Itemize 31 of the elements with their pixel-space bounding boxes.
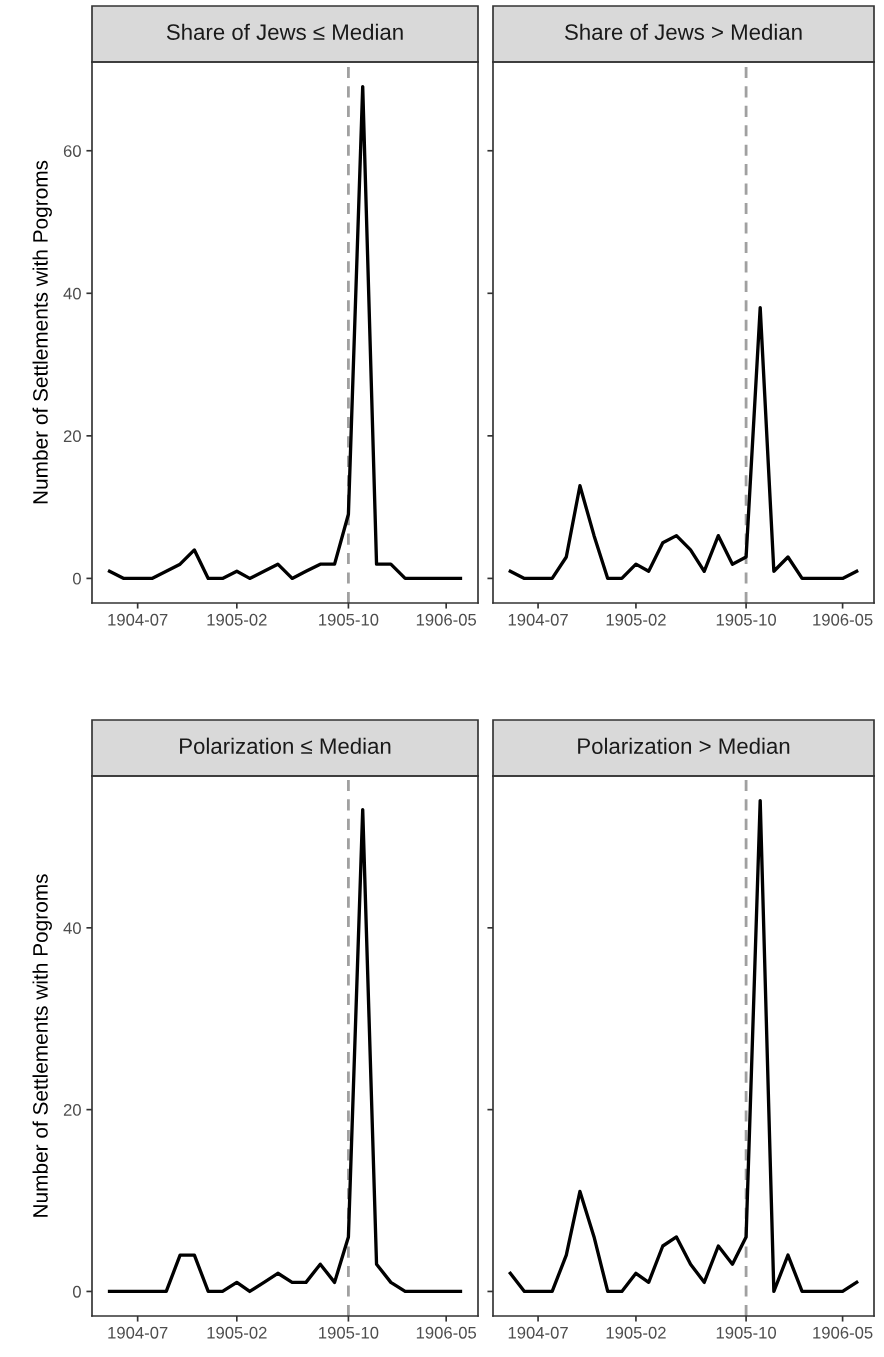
x-tick-label: 1904-07	[508, 1326, 568, 1339]
x-tick-label: 1906-05	[416, 1326, 477, 1339]
chart-title: Share of Jews ≤ Median	[166, 23, 403, 40]
y-tick-label: 0	[72, 1285, 81, 1298]
x-tick-label: 1905-02	[606, 1326, 666, 1339]
x-tick-label: 1905-10	[716, 1326, 777, 1339]
x-tick-label: 1906-05	[416, 613, 477, 626]
x-tick-label: 1904-07	[108, 1326, 168, 1339]
y-tick-label: 0	[72, 572, 81, 585]
y-tick-label: 60	[63, 145, 81, 157]
x-tick-label: 1904-07	[508, 613, 568, 626]
x-tick-label: 1905-10	[319, 613, 379, 626]
x-tick-label: 1905-02	[207, 1326, 267, 1339]
x-tick-label: 1905-10	[716, 613, 777, 626]
x-tick-label: 1904-07	[108, 613, 168, 626]
y-axis-title: Number of Settlements with Pogroms	[32, 874, 52, 1217]
x-tick-label: 1906-05	[813, 1326, 873, 1339]
x-tick-label: 1905-10	[319, 1326, 379, 1339]
y-tick-label: 40	[63, 287, 81, 300]
y-axis-title: Number of Settlements with Pogroms	[32, 160, 52, 504]
chart-title: Polarization > Median	[578, 737, 790, 754]
y-tick-label: 20	[63, 1104, 81, 1116]
x-tick-label: 1906-05	[813, 613, 873, 626]
line-series	[107, 807, 463, 1294]
x-tick-label: 1905-02	[606, 613, 666, 626]
y-tick-label: 20	[63, 430, 81, 443]
y-tick-label: 40	[63, 922, 81, 935]
chart-title: Polarization ≤ Median	[180, 737, 391, 754]
chart-title: Share of Jews > Median	[565, 23, 802, 40]
x-tick-label: 1905-02	[207, 613, 267, 626]
line-series	[107, 84, 463, 581]
